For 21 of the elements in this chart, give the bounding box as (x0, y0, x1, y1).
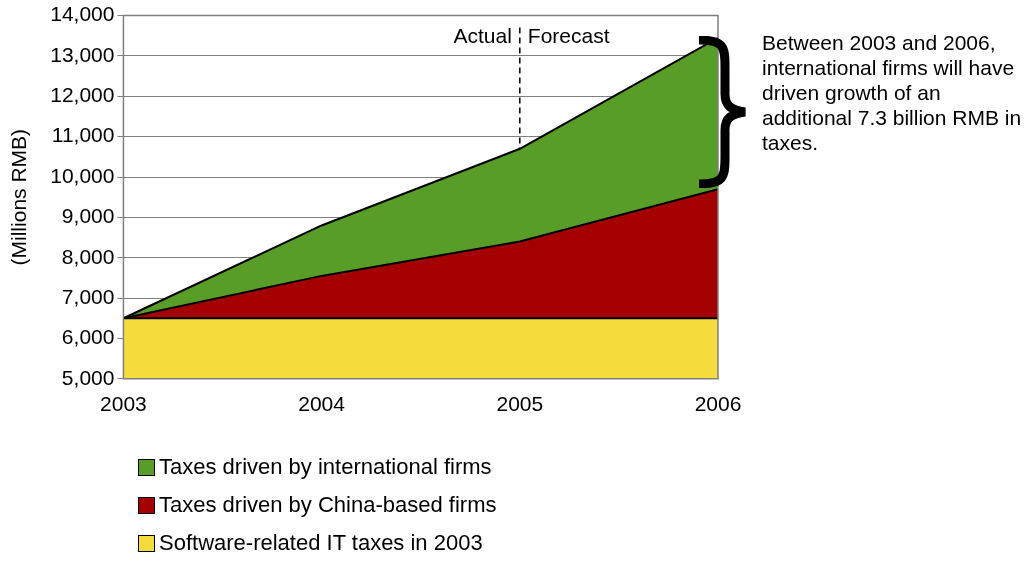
y-tick-label: 13,000 (50, 42, 115, 66)
x-tick-label: 2004 (298, 392, 346, 416)
legend-label: Taxes driven by international firms (159, 454, 492, 480)
legend-label: Software-related IT taxes in 2003 (159, 530, 483, 556)
y-tick-label: 8,000 (61, 244, 115, 268)
y-axis-title: (Millions RMB) (7, 128, 31, 266)
y-tick-label: 5,000 (61, 365, 115, 389)
y-tick-label: 6,000 (61, 325, 115, 349)
x-tick-label: 2003 (100, 392, 147, 416)
y-tick-label: 11,000 (51, 123, 115, 147)
y-tick-label: 14,000 (50, 2, 115, 26)
y-tick-label: 9,000 (61, 204, 115, 228)
annotation: Actual (453, 24, 512, 48)
y-tick-label: 7,000 (61, 284, 115, 308)
legend-label: Taxes driven by China-based firms (159, 492, 497, 518)
annotation: Forecast (527, 24, 610, 48)
y-tick-label: 10,000 (50, 163, 115, 187)
text: Between 2003 and 2006, international firms will have driven growth of an additional 7.3 billion RMB in taxes. (762, 30, 1023, 155)
y-tick-label: 12,000 (50, 83, 115, 107)
x-tick-label: 2005 (496, 392, 544, 416)
x-tick-label: 2006 (694, 392, 742, 416)
